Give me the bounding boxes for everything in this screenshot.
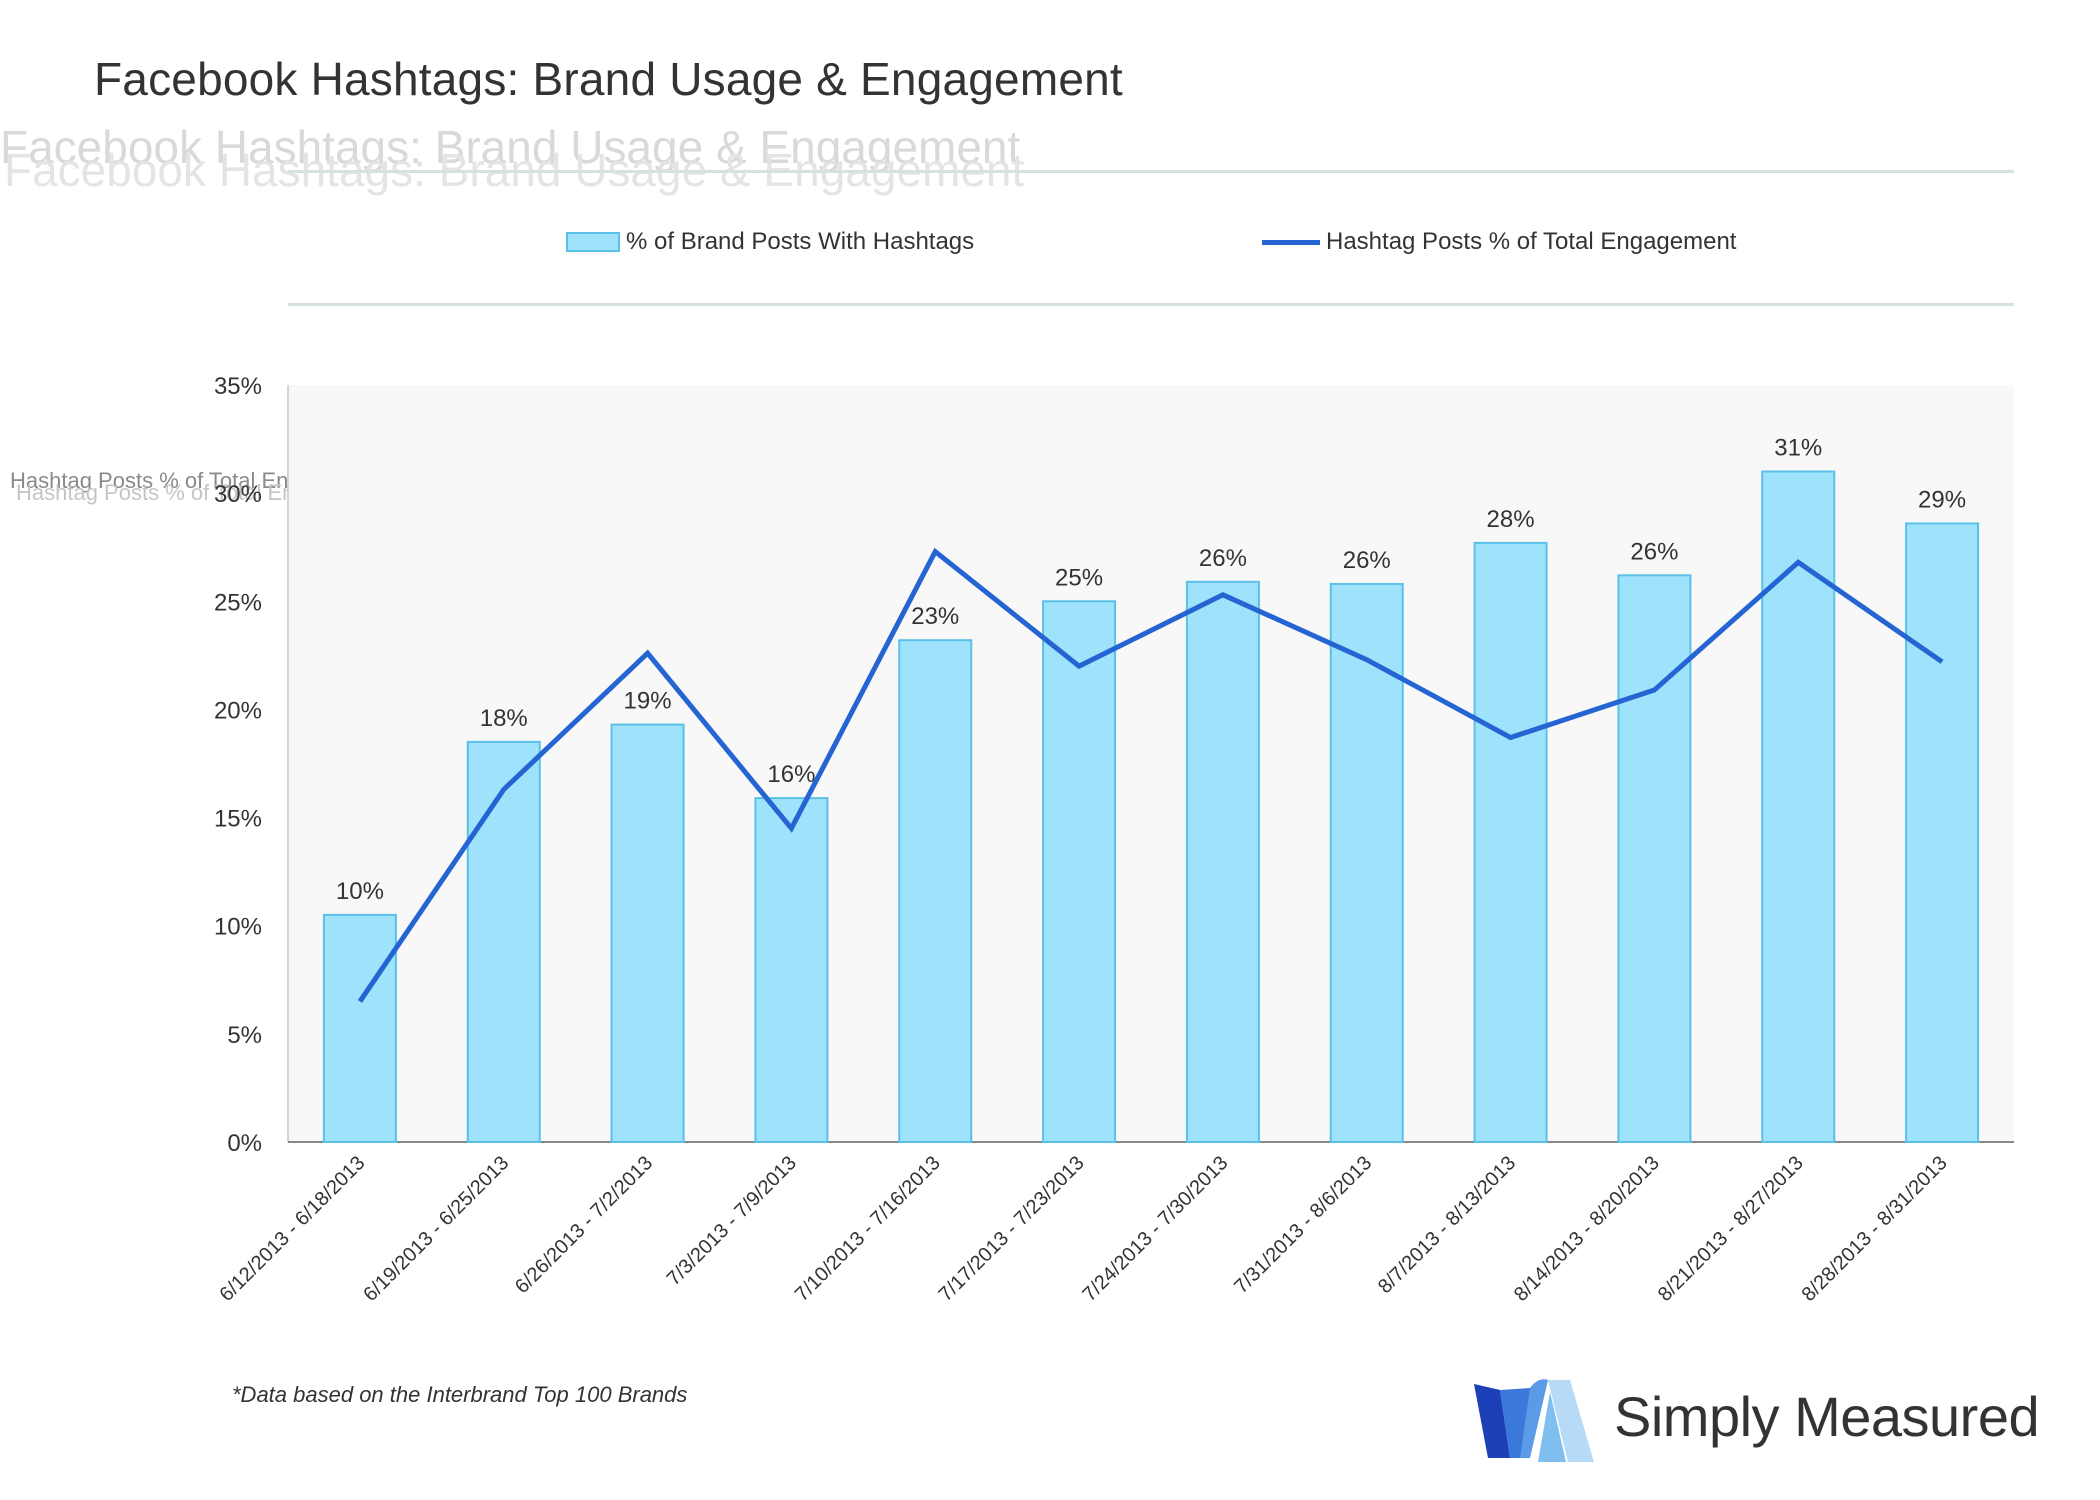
- y-tick-label: 0%: [227, 1130, 262, 1157]
- y-tick-label: 20%: [214, 697, 262, 724]
- y-tick-label: 5%: [227, 1022, 262, 1049]
- bar-data-label: 31%: [1774, 435, 1822, 462]
- bar-data-label: 26%: [1630, 538, 1678, 565]
- logo-wordmark: Simply Measured: [1614, 1384, 2040, 1448]
- bar-data-label: 26%: [1343, 547, 1391, 574]
- logo-mark-icon: [1474, 1379, 1594, 1462]
- x-tick-label: 8/21/2013 - 8/27/2013: [1654, 1152, 1808, 1306]
- ghost-title: Facebook Hashtags: Brand Usage & Engagem…: [0, 121, 1021, 173]
- legend-item-bar: % of Brand Posts With Hashtags: [566, 228, 974, 256]
- x-tick-label: 8/7/2013 - 8/13/2013: [1374, 1152, 1520, 1298]
- bar: [754, 797, 829, 1143]
- legend-divider: [288, 303, 2014, 306]
- x-tick-label: 7/31/2013 - 8/6/2013: [1230, 1152, 1376, 1298]
- bar-data-label: 19%: [624, 688, 672, 715]
- bar: [1473, 541, 1548, 1143]
- x-tick-label: 6/12/2013 - 6/18/2013: [215, 1152, 369, 1306]
- plot-area: [288, 385, 2014, 1142]
- y-tick-label: 25%: [214, 589, 262, 616]
- engagement-line: [357, 547, 1944, 1003]
- x-tick-label: 7/3/2013 - 7/9/2013: [663, 1152, 801, 1290]
- legend-bar-swatch: [566, 232, 620, 252]
- footnote: *Data based on the Interbrand Top 100 Br…: [232, 1382, 688, 1407]
- bar: [1042, 600, 1117, 1143]
- bar: [1185, 580, 1260, 1143]
- x-tick-label: 6/26/2013 - 7/2/2013: [511, 1152, 657, 1298]
- bar: [1329, 582, 1404, 1143]
- legend-item-line: Hashtag Posts % of Total Engagement: [1262, 228, 1736, 256]
- y-tick-label: 10%: [214, 914, 262, 941]
- bar: [898, 639, 973, 1144]
- y-tick-label: 15%: [214, 806, 262, 833]
- bar: [1905, 522, 1980, 1143]
- bar-data-label: 18%: [480, 705, 528, 732]
- x-tick-label: 7/10/2013 - 7/16/2013: [791, 1152, 945, 1306]
- bar-data-label: 25%: [1055, 564, 1103, 591]
- bar-data-label: 10%: [336, 878, 384, 905]
- x-tick-label: 7/17/2013 - 7/23/2013: [935, 1152, 1089, 1306]
- bar-data-label: 16%: [767, 761, 815, 788]
- bar-data-label: 26%: [1199, 545, 1247, 572]
- legend-line-label: Hashtag Posts % of Total Engagement: [1326, 228, 1737, 255]
- legend-line-swatch: [1262, 239, 1320, 245]
- bar-data-label: 23%: [911, 603, 959, 630]
- bar: [1761, 470, 1836, 1143]
- x-tick-label: 8/28/2013 - 8/31/2013: [1798, 1152, 1952, 1306]
- bar: [610, 723, 685, 1143]
- legend-bar-label: % of Brand Posts With Hashtags: [626, 228, 975, 255]
- x-tick-label: 6/19/2013 - 6/25/2013: [359, 1152, 513, 1306]
- x-tick-label: 8/14/2013 - 8/20/2013: [1510, 1152, 1664, 1306]
- bar: [466, 740, 541, 1143]
- bar-data-label: 28%: [1487, 506, 1535, 533]
- chart-title: Facebook Hashtags: Brand Usage & Engagem…: [94, 53, 1123, 105]
- y-tick-label: 30%: [214, 481, 262, 508]
- simply-measured-logo: Simply Measured: [1470, 1370, 2040, 1462]
- header-divider: [288, 170, 2014, 173]
- bar: [322, 913, 397, 1144]
- y-tick-label: 35%: [214, 373, 262, 400]
- bar-data-label: 29%: [1918, 486, 1966, 513]
- x-tick-label: 7/24/2013 - 7/30/2013: [1078, 1152, 1232, 1306]
- bar: [1617, 574, 1692, 1143]
